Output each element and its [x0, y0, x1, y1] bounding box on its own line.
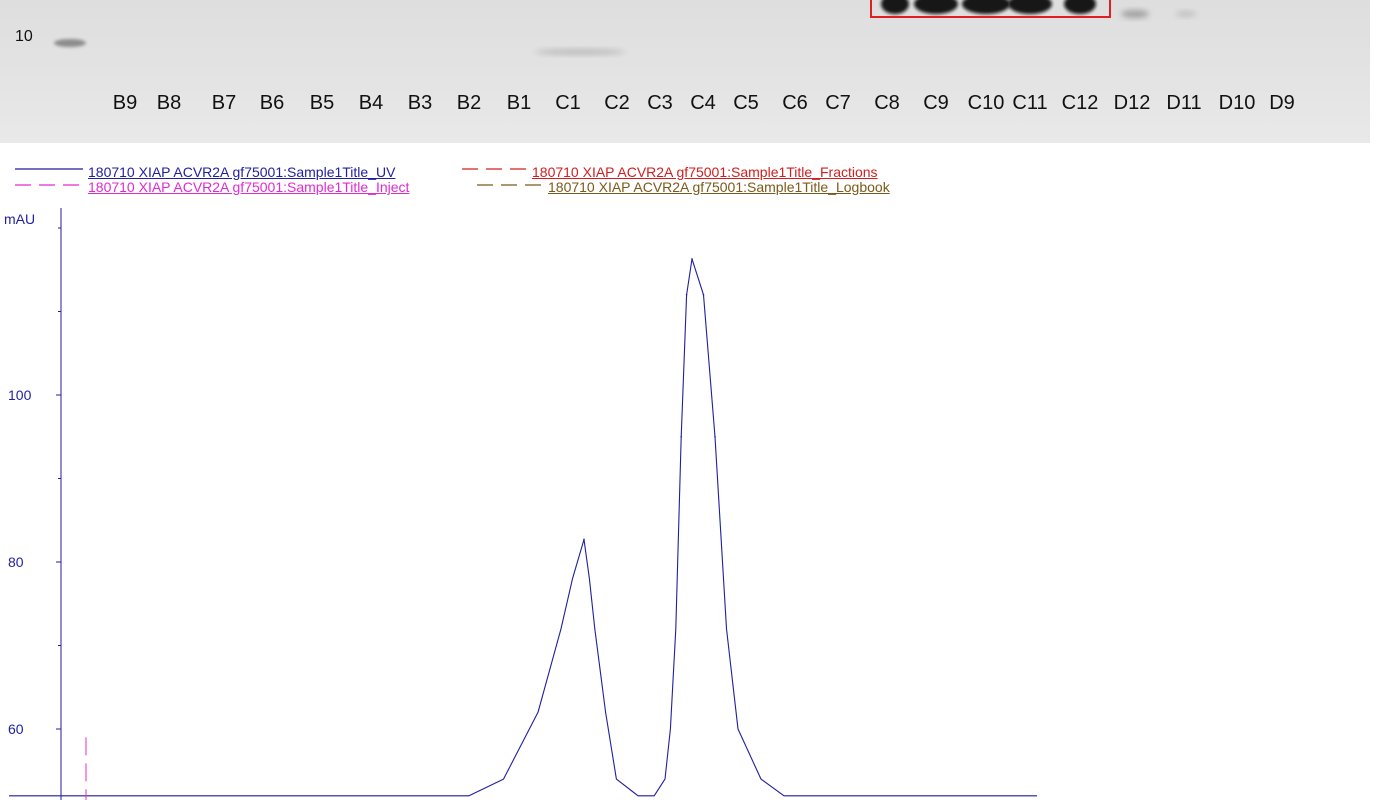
gel-lane-label: B1 — [506, 92, 532, 114]
gel-lane-label: B2 — [456, 92, 482, 114]
uv-peak-point — [702, 294, 705, 296]
gel-lane-label: C11 — [1012, 92, 1048, 114]
uv-peak-point — [685, 294, 688, 296]
gel-lane-label: D11 — [1166, 92, 1202, 114]
gel-lane-label: B9 — [112, 92, 138, 114]
gel-lane-label: C5 — [733, 92, 759, 114]
gel-lane-label: D9 — [1269, 92, 1295, 114]
gel-band — [914, 0, 958, 14]
gel-image: 10 B9 B8 B7 B6 B5 B4 B3 B2 B1 C1 C2 C3 C4 C5 C6 C7 C8 C9 C… — [0, 0, 1370, 143]
gel-lane-label: B4 — [358, 92, 384, 114]
gel-lane-label: B8 — [156, 92, 182, 114]
chromatogram-chart: mAU 60 80 100 — [4, 208, 1037, 800]
gel-band — [1121, 10, 1149, 18]
legend-line-swatch — [15, 168, 83, 170]
legend-label: 180710 XIAP ACVR2A gf75001:Sample1Title_… — [88, 179, 410, 195]
gel-highlight-box — [870, 0, 1111, 18]
uv-trace-line — [9, 258, 1037, 797]
gel-band — [1008, 0, 1052, 14]
gel-lane-label: B6 — [259, 92, 285, 114]
gel-lane-label: C1 — [555, 92, 581, 114]
uv-peak-point — [680, 435, 682, 438]
legend-line-swatch — [477, 184, 543, 186]
gel-lane-label: C2 — [604, 92, 630, 114]
uv-peak-point — [583, 538, 585, 541]
y-axis-label: mAU — [4, 211, 35, 227]
gel-lane-label: D12 — [1113, 92, 1151, 114]
gel-lane-label: C6 — [782, 92, 808, 114]
legend-line-swatch — [462, 168, 528, 170]
y-tick-label: 60 — [8, 721, 24, 737]
gel-lane-label: C8 — [874, 92, 900, 114]
gel-lane-label: C3 — [647, 92, 673, 114]
gel-marker-label: 10 — [15, 28, 33, 45]
gel-band — [1176, 11, 1196, 17]
gel-lane-label: B3 — [407, 92, 433, 114]
uv-peak-point — [714, 435, 716, 438]
legend-line-swatch — [15, 184, 83, 186]
y-tick-label: 80 — [8, 554, 24, 570]
legend-label: 180710 XIAP ACVR2A gf75001:Sample1Title_… — [88, 164, 396, 180]
gel-lane-label: C12 — [1061, 92, 1099, 114]
gel-lane-label: C7 — [825, 92, 851, 114]
gel-lane-label: C10 — [967, 92, 1005, 114]
legend-label: 180710 XIAP ACVR2A gf75001:Sample1Title_… — [532, 164, 878, 180]
gel-lane-label: C9 — [923, 92, 949, 114]
gel-band — [962, 0, 1010, 14]
legend-label: 180710 XIAP ACVR2A gf75001:Sample1Title_… — [548, 179, 890, 195]
y-tick-label: 100 — [8, 387, 32, 403]
gel-bands — [54, 0, 1196, 55]
uv-peak-point — [691, 258, 693, 260]
gel-lane-label: B5 — [309, 92, 335, 114]
gel-band — [881, 0, 909, 14]
gel-marker-band — [54, 39, 86, 47]
gel-lane-label: D10 — [1218, 92, 1256, 114]
gel-lane-label: B7 — [211, 92, 237, 114]
gel-lane-label: C4 — [690, 92, 716, 114]
chart-legend: 180710 XIAP ACVR2A gf75001:Sample1Title_… — [0, 160, 1000, 200]
gel-band — [1064, 0, 1096, 14]
gel-faint-band — [535, 49, 625, 55]
